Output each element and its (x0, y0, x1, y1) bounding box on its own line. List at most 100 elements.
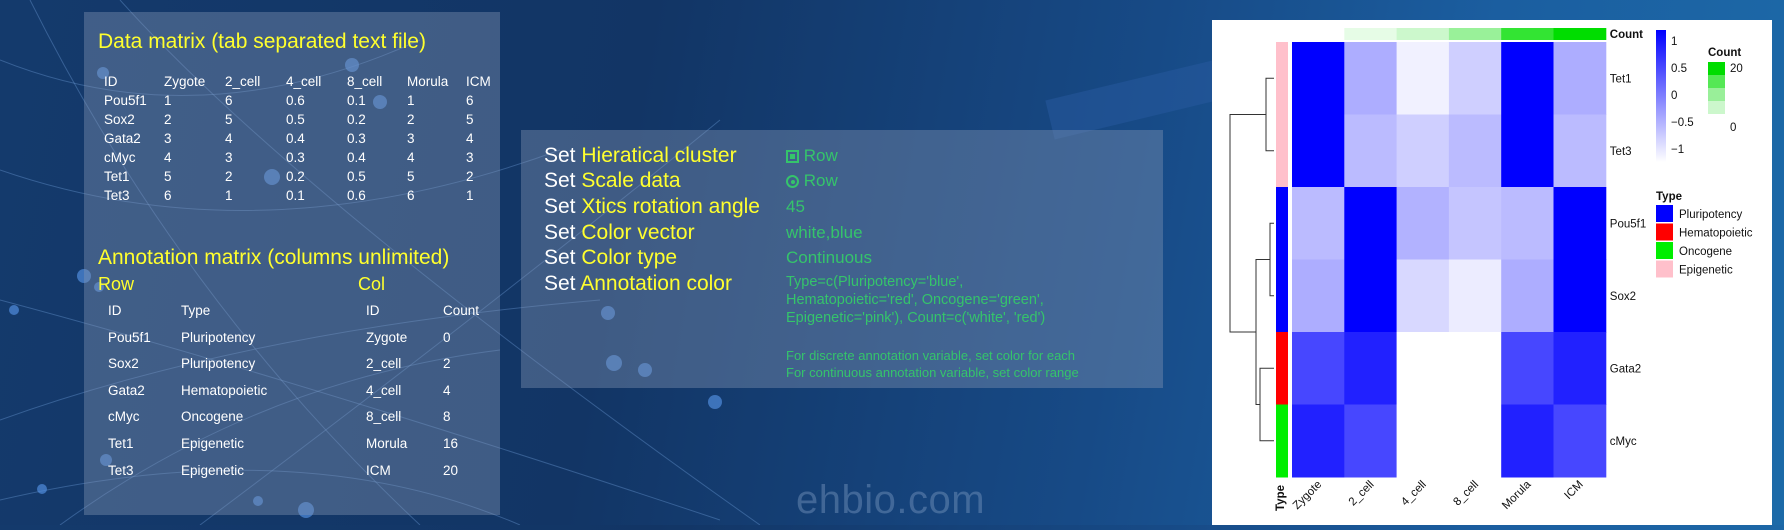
heatmap-cell (1344, 332, 1398, 405)
annotation-col-cell: Zygote (366, 329, 408, 345)
heatmap-cell (1553, 187, 1607, 260)
data-matrix-cell: 6 (225, 93, 233, 108)
data-matrix-cell: 4 (164, 150, 172, 165)
heatmap-cell (1553, 404, 1607, 478)
data-matrix-cell: 3 (225, 150, 233, 165)
heatmap-cell (1396, 42, 1450, 115)
setting-name: Xtics rotation angle (581, 195, 760, 218)
annotation-col-label: Col (358, 274, 386, 294)
heatmap-cell (1344, 114, 1398, 188)
left-panel (84, 12, 500, 515)
data-matrix-cell: 0.1 (347, 93, 366, 108)
annotation-row-cell: Hematopoietic (181, 382, 268, 398)
type-legend-label: Hematopoietic (1679, 228, 1753, 240)
data-matrix-cell: 0.6 (347, 188, 366, 203)
setting-name: Annotation color (580, 272, 732, 295)
data-matrix-cell: 3 (164, 131, 172, 146)
heatmap-cell (1501, 187, 1554, 260)
annotation-col-header-cell: Count (443, 303, 480, 318)
checkbox-icon[interactable] (786, 150, 799, 164)
heatmap-cell (1292, 114, 1345, 188)
count-legend-swatch (1708, 88, 1725, 101)
count-legend-tick: 20 (1730, 63, 1743, 75)
heatmap-cell (1396, 114, 1450, 188)
data-matrix-cell: 3 (407, 131, 415, 146)
data-matrix-cell: Pou5f1 (104, 93, 147, 108)
data-matrix-header-cell: 2_cell (225, 74, 261, 89)
data-matrix-cell: 6 (164, 188, 172, 203)
heatmap-col-label: 4_cell (1399, 479, 1429, 509)
color-scale-bar (1656, 30, 1666, 162)
data-matrix-cell: 0.3 (347, 131, 366, 146)
setting-name: Scale data (581, 169, 681, 192)
data-matrix-cell: 2 (225, 169, 233, 184)
type-legend-title: Type (1656, 191, 1682, 203)
color-scale-tick: 0.5 (1671, 63, 1687, 75)
annotation-row-cell: Pluripotency (181, 356, 256, 372)
data-matrix-cell: 0.1 (286, 188, 305, 203)
setting-name: Hieratical cluster (581, 144, 737, 167)
type-legend-swatch (1656, 223, 1673, 241)
data-matrix-cell: 5 (466, 112, 474, 127)
annotation-row-header-cell: ID (108, 303, 122, 318)
data-matrix-cell: 2 (407, 112, 415, 127)
annotation-row-cell: Oncogene (181, 409, 244, 425)
setting-label-5: Set Annotation color (544, 271, 732, 296)
radio-icon[interactable] (786, 175, 799, 189)
count-annotation-cell (1344, 28, 1398, 40)
annotation-row-cell: Pou5f1 (108, 329, 151, 345)
data-matrix-header-cell: ID (104, 74, 118, 89)
type-legend-swatch (1656, 242, 1673, 259)
color-scale-tick: −1 (1671, 144, 1684, 156)
heatmap-col-label: Zygote (1291, 479, 1324, 512)
annotation-col-cell: 8_cell (366, 409, 402, 425)
setting-name: Color vector (581, 221, 695, 244)
heatmap-chart: Count Tet1 Tet3 Pou5f1 Sox2 Gata2 cMyc Zygote 2_… (1229, 28, 1753, 512)
annotation-col-header-cell: ID (366, 303, 380, 318)
setting-name: Color type (581, 246, 678, 269)
heatmap-cell (1501, 259, 1554, 333)
heatmap-cell (1553, 259, 1607, 333)
data-matrix-cell: 0.5 (347, 169, 366, 184)
setting-label-1: Set Scale data (544, 168, 681, 193)
setting-value-1: Row (786, 168, 838, 193)
heatmap-row-label: Pou5f1 (1610, 218, 1646, 230)
annotation-row-cell: Epigenetic (181, 462, 245, 478)
settings-note-continuous: For continuous annotation variable, set … (786, 365, 1079, 380)
heatmap-row-label: cMyc (1610, 436, 1637, 448)
annotation-row-cell: cMyc (108, 409, 140, 425)
type-annotation-label: Type (1275, 485, 1287, 511)
annotation-color-value: Hematopoietic='red', Oncogene='green', (786, 292, 1044, 308)
setting-option-label: Row (799, 171, 838, 190)
data-matrix-cell: 4 (466, 131, 474, 146)
count-legend-swatch (1708, 101, 1725, 114)
heatmap-col-label: 8_cell (1451, 479, 1481, 509)
data-matrix-header-cell: 8_cell (347, 74, 383, 89)
heatmap-cell (1501, 114, 1554, 188)
count-annotation-cell (1448, 28, 1502, 40)
annotation-col-cell: 4_cell (366, 382, 402, 398)
type-annotation-cell (1276, 42, 1288, 115)
heatmap-cell (1448, 187, 1502, 260)
type-annotation-cell (1276, 404, 1288, 478)
setting-label-2: Set Xtics rotation angle (544, 194, 760, 219)
heatmap-col-label: 2_cell (1347, 479, 1377, 509)
data-matrix-cell: 6 (466, 93, 474, 108)
heatmap-cell (1501, 42, 1554, 115)
set-word: Set (544, 169, 582, 192)
heatmap-cell (1396, 187, 1450, 260)
heatmap-col-label: Morula (1500, 478, 1534, 512)
settings-panel (521, 130, 1163, 388)
row-dendrogram (1229, 77, 1274, 442)
data-matrix-cell: 1 (164, 93, 172, 108)
count-annotation-label: Count (1610, 29, 1643, 41)
data-matrix-header-cell: Morula (407, 74, 449, 89)
heatmap-cell (1292, 259, 1345, 333)
data-matrix-cell: 0.2 (286, 169, 305, 184)
setting-value-2: 45 (786, 197, 805, 216)
type-annotation-cell (1276, 114, 1288, 188)
data-matrix-cell: 4 (407, 150, 415, 165)
annotation-row-cell: Tet1 (108, 436, 134, 451)
type-legend-swatch (1656, 205, 1673, 222)
set-word: Set (544, 144, 582, 167)
